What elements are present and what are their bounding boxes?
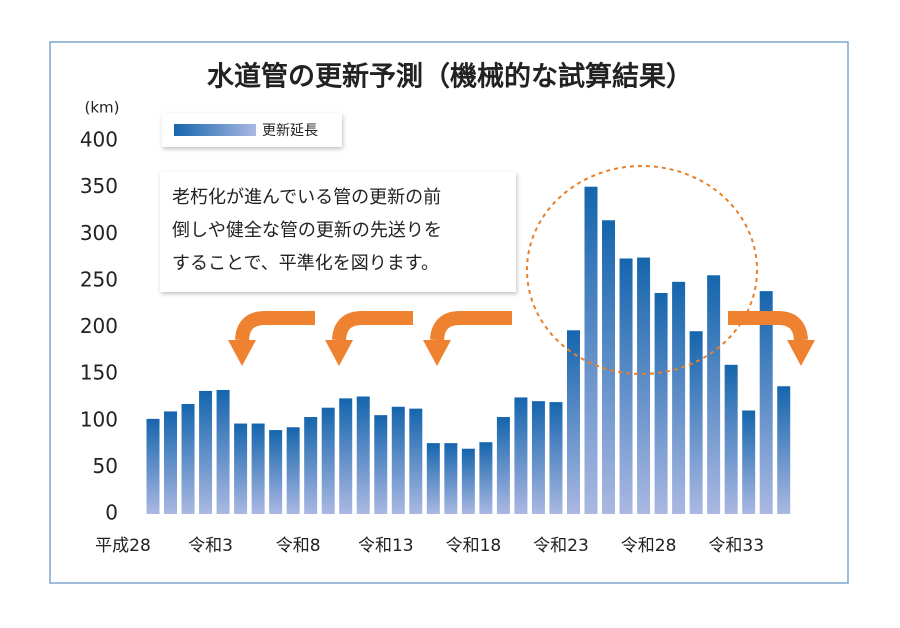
bar — [444, 443, 458, 514]
x-tick-label: 平成28 — [95, 536, 151, 556]
y-tick-label: 50 — [93, 454, 118, 478]
bar — [164, 411, 178, 514]
y-tick-label: 250 — [80, 267, 118, 291]
chart-title: 水道管の更新予測（機械的な試算結果） — [207, 61, 693, 93]
arrow-heads — [228, 340, 815, 366]
bar — [409, 408, 423, 514]
arrow — [728, 311, 808, 341]
bar — [304, 417, 318, 514]
arrow-head — [228, 340, 256, 366]
bar — [339, 398, 353, 514]
bar — [619, 258, 633, 514]
y-tick-label: 300 — [80, 221, 118, 245]
bar — [146, 418, 160, 514]
bar — [321, 407, 335, 514]
arrow — [235, 311, 315, 341]
annotation: 老朽化が進んでいる管の更新の前倒しや健全な管の更新の先送りをすることで、平準化を… — [172, 187, 442, 274]
legend-label: 更新延長 — [262, 123, 318, 139]
bar — [199, 390, 213, 514]
bar — [654, 292, 668, 514]
arrows — [235, 311, 808, 341]
y-unit: (km) — [84, 99, 119, 117]
bar — [269, 430, 283, 514]
annotation-line: することで、平準化を図ります。 — [172, 253, 439, 274]
bars — [146, 186, 791, 514]
annotation-box — [160, 172, 516, 292]
bar — [637, 257, 651, 514]
bar — [234, 423, 248, 514]
arrow — [430, 311, 512, 341]
x-tick-label: 令和23 — [533, 536, 589, 556]
y-tick-label: 400 — [80, 128, 118, 152]
y-tick-label: 0 — [105, 501, 118, 525]
y-tick-label: 100 — [80, 407, 118, 431]
y-tick-label: 200 — [80, 314, 118, 338]
bar — [496, 417, 510, 514]
x-tick-label: 令和3 — [188, 536, 233, 556]
legend-swatch — [174, 124, 256, 136]
bar — [707, 275, 721, 514]
bar — [777, 386, 791, 514]
bar — [742, 410, 756, 514]
annotation-line: 老朽化が進んでいる管の更新の前 — [172, 187, 441, 208]
bar — [724, 364, 738, 514]
bar — [566, 330, 580, 514]
bar — [514, 397, 528, 514]
x-tick-label: 令和33 — [708, 536, 764, 556]
arrow-head — [423, 340, 451, 366]
bar — [356, 396, 370, 514]
bar — [216, 389, 230, 514]
bar — [672, 281, 686, 514]
annotation-line: 倒しや健全な管の更新の先送りを — [172, 220, 442, 241]
y-tick-label: 350 — [80, 174, 118, 198]
bar — [479, 442, 493, 514]
bar — [759, 291, 773, 514]
arrow-head — [325, 340, 353, 366]
bar — [531, 401, 545, 514]
bar — [286, 427, 300, 514]
bar — [461, 448, 475, 514]
x-tick-label: 令和13 — [358, 536, 414, 556]
arrow-head — [787, 340, 815, 366]
x-tick-label: 令和28 — [621, 536, 677, 556]
x-tick-label: 令和18 — [446, 536, 502, 556]
bar — [251, 423, 265, 514]
bar — [426, 443, 440, 514]
bar — [549, 402, 563, 514]
legend: 更新延長 — [162, 113, 342, 147]
bar — [689, 331, 703, 514]
bar — [374, 415, 388, 514]
bar — [391, 406, 405, 514]
highlight-circle — [526, 165, 758, 375]
arrow — [332, 311, 413, 341]
bar — [602, 220, 616, 514]
y-tick-label: 150 — [80, 361, 118, 385]
x-tick-label: 令和8 — [276, 536, 321, 556]
bar — [584, 186, 598, 514]
bar — [181, 403, 195, 514]
